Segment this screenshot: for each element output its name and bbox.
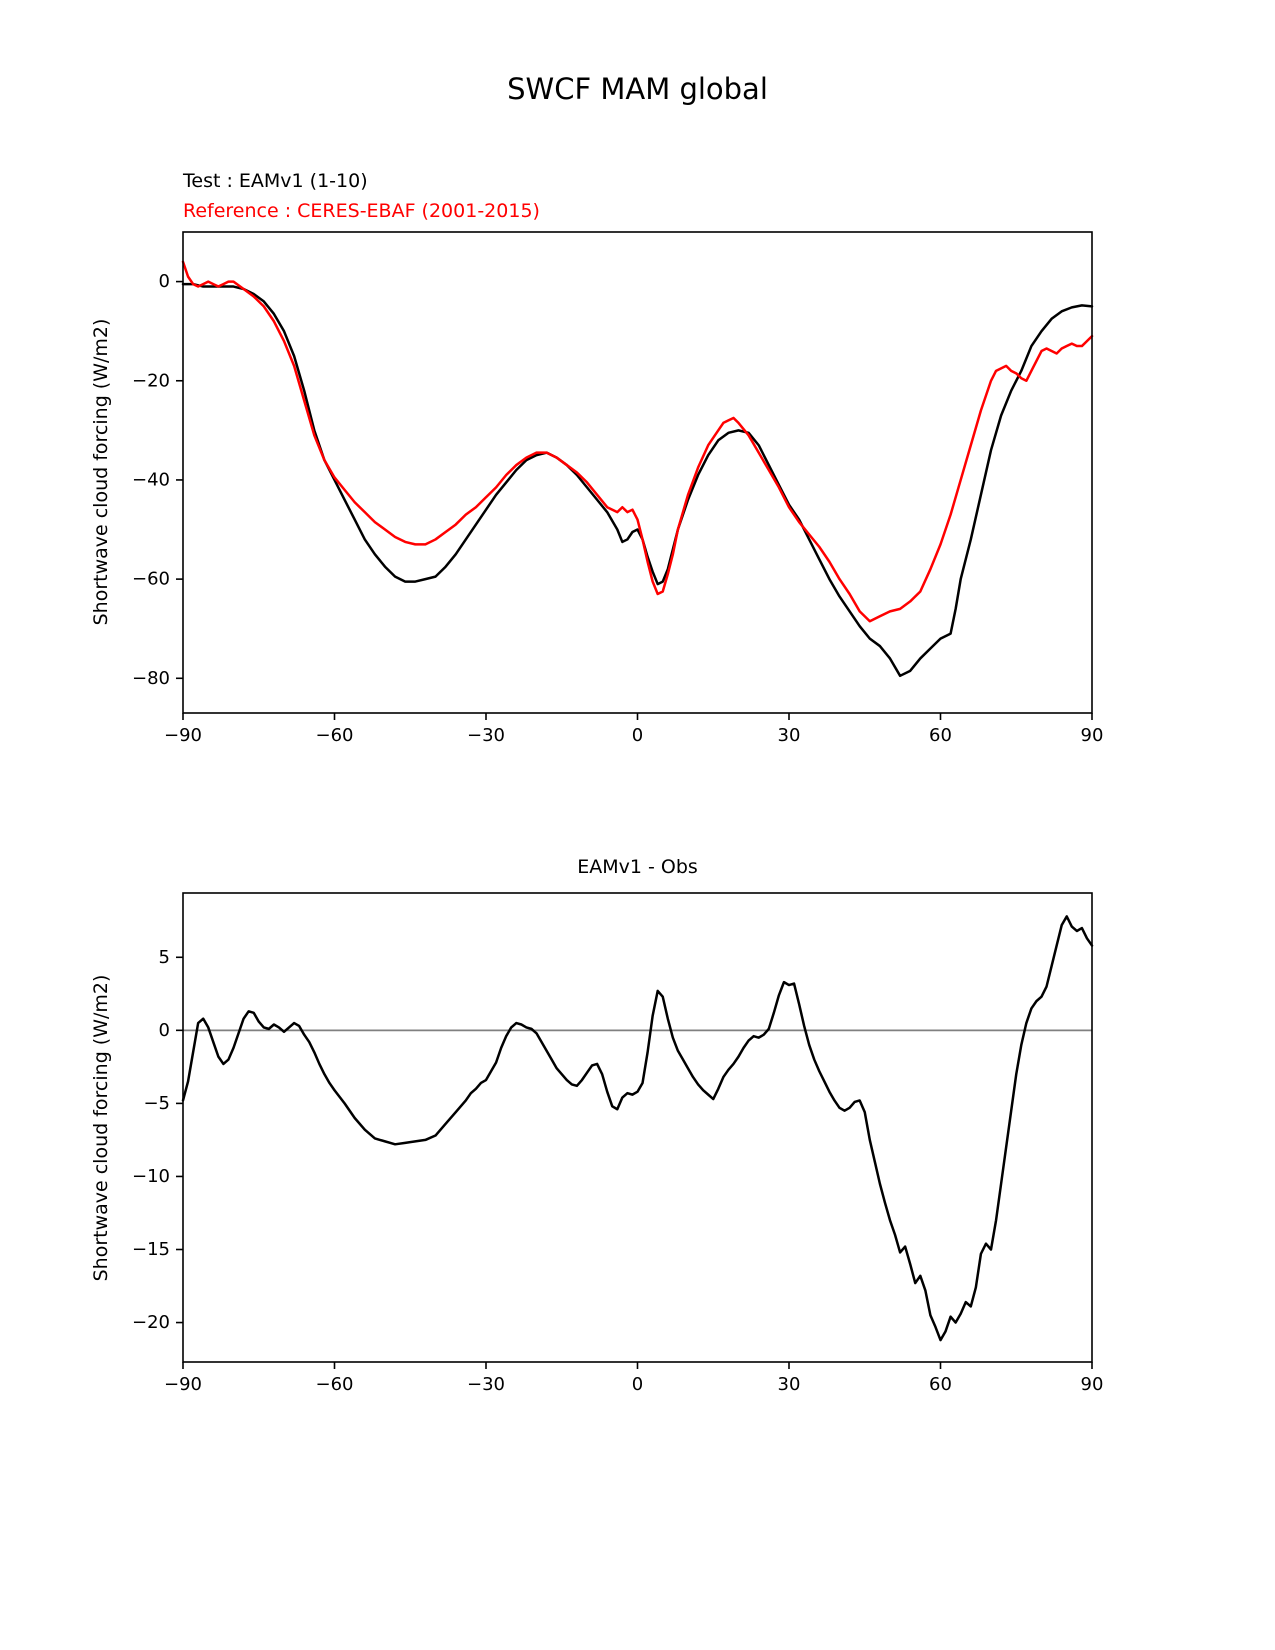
x-tick-label: 0 <box>632 725 643 746</box>
y-tick-label: −60 <box>132 569 170 590</box>
axis-frame <box>182 892 1093 1363</box>
y-tick-label: 0 <box>159 1020 170 1041</box>
series-line-1 <box>181 260 1094 623</box>
bottom-chart-ylabel: Shortwave cloud forcing (W/m2) <box>90 974 112 1282</box>
legend-test-label: Test : EAMv1 (1-10) <box>183 170 368 192</box>
y-tick-label: −5 <box>143 1093 170 1114</box>
y-tick-label: −80 <box>132 668 170 689</box>
legend-reference-label: Reference : CERES-EBAF (2001-2015) <box>183 200 540 222</box>
x-tick-label: 90 <box>1081 1374 1104 1395</box>
y-tick-label: −10 <box>132 1166 170 1187</box>
series-line-0 <box>181 915 1094 1342</box>
y-tick-label: −15 <box>132 1239 170 1260</box>
top-chart: −90 −60 −30 0 30 60 90 0 −20 −40 −60 −80 <box>132 231 1103 746</box>
x-tick-label: 30 <box>778 1374 801 1395</box>
x-tick-label: −30 <box>467 725 505 746</box>
y-tick-label: −40 <box>132 469 170 490</box>
series-line-0 <box>181 282 1094 678</box>
legend: Test : EAMv1 (1-10) Reference : CERES-EB… <box>183 166 540 226</box>
figure-title: SWCF MAM global <box>507 72 768 106</box>
x-tick-label: 30 <box>778 725 801 746</box>
x-tick-label: 60 <box>929 1374 952 1395</box>
y-tick-label: −20 <box>132 370 170 391</box>
x-tick-label: −30 <box>467 1374 505 1395</box>
bottom-chart: −90 −60 −30 0 30 60 90 5 0 −5 −10 −15 −20 <box>132 892 1103 1395</box>
x-tick-label: 90 <box>1081 725 1104 746</box>
y-tick-label: −20 <box>132 1312 170 1333</box>
bottom-chart-title: EAMv1 - Obs <box>577 856 698 878</box>
x-tick-label: −90 <box>164 725 202 746</box>
x-tick-label: 0 <box>632 1374 643 1395</box>
x-tick-label: −60 <box>316 725 354 746</box>
x-tick-label: −90 <box>164 1374 202 1395</box>
x-tick-label: −60 <box>316 1374 354 1395</box>
y-tick-label: 0 <box>159 271 170 292</box>
top-chart-ylabel: Shortwave cloud forcing (W/m2) <box>90 318 112 626</box>
x-tick-label: 60 <box>929 725 952 746</box>
y-tick-label: 5 <box>159 947 170 968</box>
axis-frame <box>182 231 1093 714</box>
